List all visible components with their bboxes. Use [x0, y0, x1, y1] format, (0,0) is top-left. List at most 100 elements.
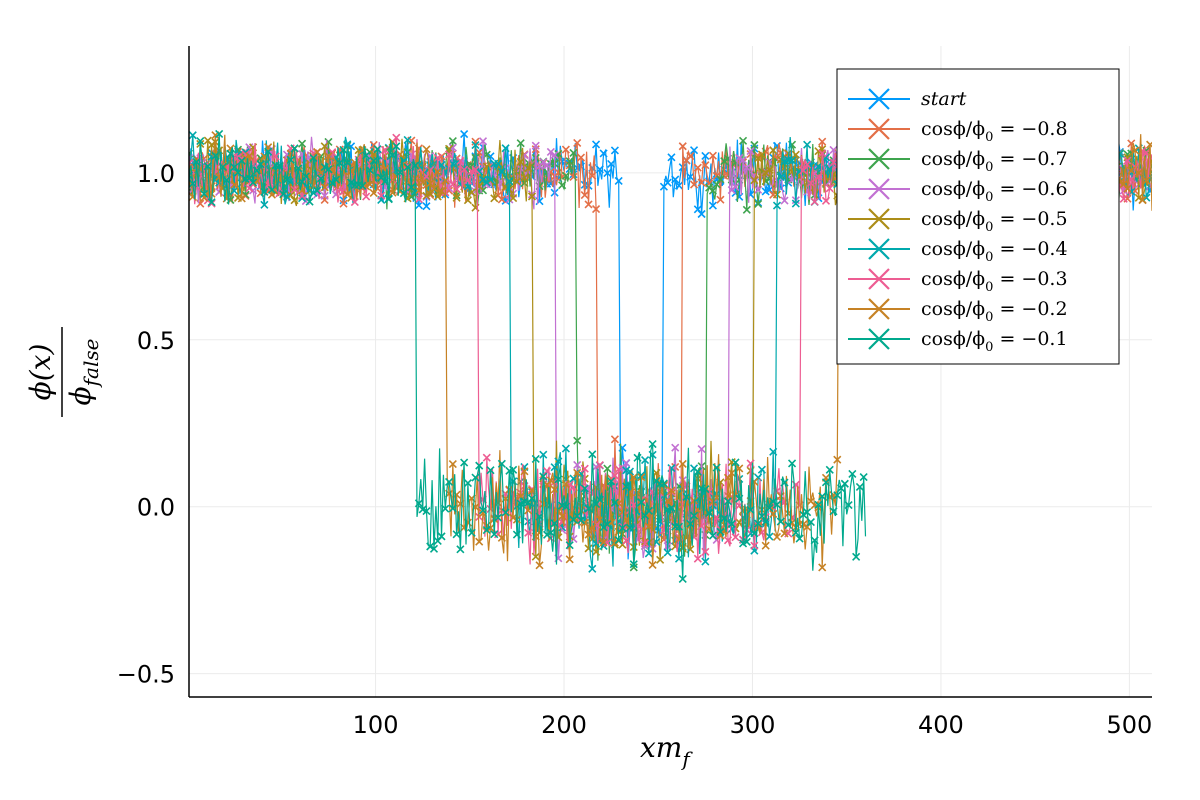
data-point — [429, 184, 439, 193]
tick-labels: 100 200 300 400 500 −0.5 0.0 0.5 1.0 — [117, 160, 1153, 739]
data-point — [486, 466, 495, 475]
data-point — [298, 177, 307, 186]
data-point — [708, 531, 717, 540]
data-point — [490, 530, 499, 539]
data-point — [542, 466, 552, 476]
data-point — [433, 167, 442, 176]
legend-swatch-marker — [868, 328, 890, 350]
data-point — [580, 464, 589, 473]
data-point — [844, 501, 853, 510]
legend-label-value: = −0.1 — [993, 328, 1067, 350]
data-point — [772, 532, 782, 541]
data-point — [298, 139, 307, 148]
data-point — [780, 529, 789, 538]
data-point — [674, 522, 684, 531]
y-tick-label: −0.5 — [117, 661, 175, 689]
data-point — [531, 141, 540, 150]
legend-label: cosϕ/ϕ0 = −0.6 — [921, 178, 1068, 205]
data-point — [437, 160, 446, 169]
data-point — [516, 139, 525, 148]
data-point — [309, 181, 318, 190]
data-point — [267, 185, 276, 194]
data-point — [618, 524, 627, 533]
data-point — [787, 156, 797, 165]
data-point — [720, 157, 729, 166]
data-point — [320, 183, 329, 192]
data-point — [565, 541, 574, 550]
data-point — [678, 544, 687, 553]
data-point — [290, 185, 299, 194]
data-point — [689, 511, 699, 520]
data-point — [1127, 166, 1136, 175]
data-point — [324, 165, 333, 174]
data-point — [648, 560, 657, 569]
data-point — [369, 156, 378, 165]
data-point — [422, 507, 431, 516]
data-point — [388, 150, 397, 160]
data-point — [648, 488, 657, 497]
data-point — [230, 163, 239, 172]
legend-label: cosϕ/ϕ0 = −0.2 — [921, 298, 1068, 325]
data-point — [497, 167, 506, 176]
data-point — [309, 153, 318, 163]
data-point — [343, 140, 352, 149]
data-point — [580, 484, 589, 493]
data-point — [437, 187, 446, 196]
data-point — [595, 495, 604, 504]
data-point — [554, 457, 563, 466]
data-point — [644, 522, 653, 531]
data-point — [471, 165, 480, 174]
data-point — [708, 186, 717, 195]
series-8 — [189, 129, 868, 583]
data-point — [448, 137, 457, 146]
data-point — [697, 209, 706, 219]
data-point — [588, 564, 597, 573]
data-point — [196, 136, 205, 146]
legend-item: start — [848, 88, 967, 110]
data-point — [422, 145, 431, 154]
legend-label: cosϕ/ϕ0 = −0.1 — [921, 328, 1068, 355]
data-point — [825, 184, 834, 193]
legend-label: cosϕ/ϕ0 = −0.8 — [921, 118, 1068, 145]
legend-label-main: cosϕ/ϕ — [921, 178, 985, 200]
legend-swatch-marker — [868, 178, 890, 200]
data-point — [772, 190, 782, 199]
data-point — [742, 205, 751, 214]
data-point — [467, 528, 476, 537]
data-point — [542, 530, 552, 539]
data-point — [290, 144, 299, 153]
data-point — [448, 459, 457, 469]
data-point — [343, 190, 352, 199]
data-point — [260, 200, 269, 209]
data-point — [475, 537, 484, 546]
data-point — [663, 496, 672, 506]
legend-label-sub: 0 — [985, 310, 993, 325]
data-point — [1138, 196, 1147, 205]
data-point — [546, 528, 555, 537]
data-point — [799, 166, 808, 175]
data-point — [757, 150, 766, 159]
legend-item: cosϕ/ϕ0 = −0.1 — [848, 328, 1068, 355]
data-point — [671, 443, 680, 452]
legend-swatch-marker — [868, 118, 890, 140]
legend-item: cosϕ/ϕ0 = −0.6 — [848, 178, 1068, 205]
data-point — [516, 164, 525, 173]
data-point — [667, 503, 676, 512]
data-point — [237, 156, 246, 165]
data-point — [784, 520, 793, 530]
data-point — [727, 468, 736, 478]
data-point — [347, 167, 356, 176]
data-point — [298, 194, 307, 203]
data-point — [754, 519, 763, 528]
legend-item: cosϕ/ϕ0 = −0.2 — [848, 298, 1068, 325]
data-point — [497, 195, 506, 204]
data-point — [271, 152, 280, 161]
data-point — [731, 458, 740, 467]
legend-swatch-marker — [868, 238, 890, 260]
data-point — [335, 158, 344, 168]
data-point — [708, 151, 717, 160]
data-point — [414, 201, 423, 210]
data-point — [716, 175, 725, 184]
data-point — [595, 515, 604, 524]
